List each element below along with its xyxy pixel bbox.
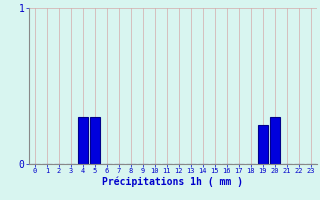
X-axis label: Précipitations 1h ( mm ): Précipitations 1h ( mm )	[102, 177, 243, 187]
Bar	[270, 117, 280, 164]
Bar	[78, 117, 88, 164]
Bar	[90, 117, 100, 164]
Bar	[258, 125, 268, 164]
